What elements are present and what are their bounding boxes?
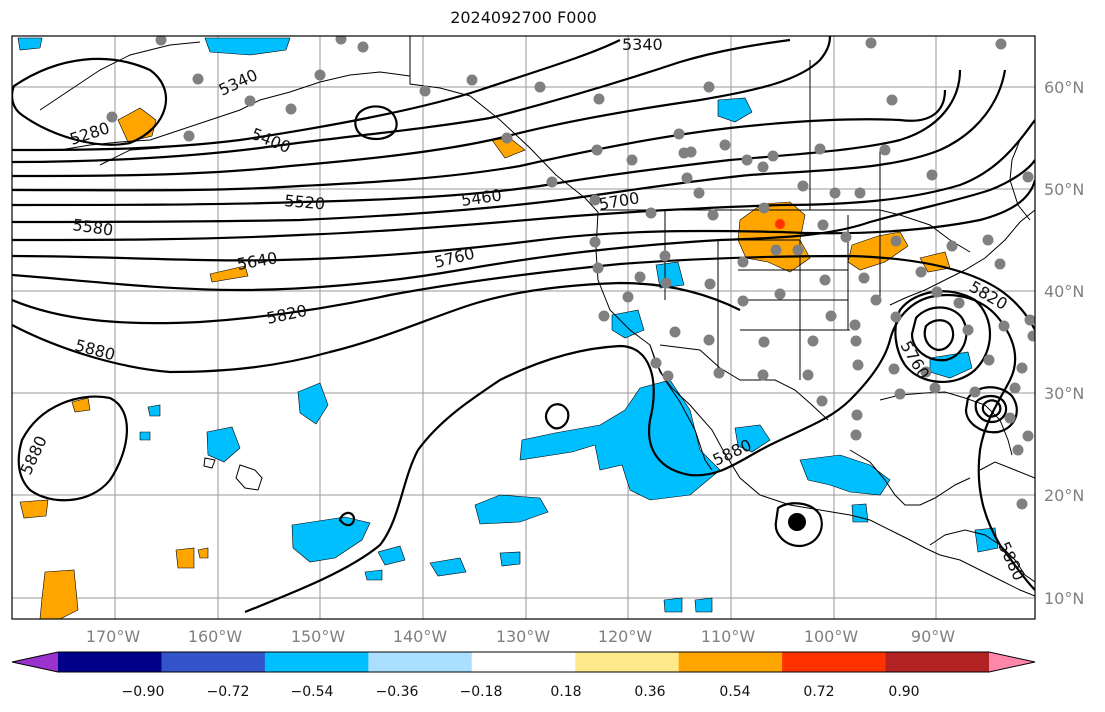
positive-strong-regions	[775, 219, 785, 229]
longitude-labels: 170°W 160°W 150°W 140°W 130°W 120°W 110°…	[86, 627, 955, 646]
colorbar-swatch	[58, 652, 162, 672]
map-frame	[11, 35, 1036, 620]
latitude-labels: 60°N 50°N 40°N 30°N 20°N 10°N	[1044, 78, 1084, 608]
lon-label: 100°W	[804, 627, 859, 646]
contour-label: 5340	[622, 35, 663, 54]
colorbar-tick-labels: −0.90 −0.72 −0.54 −0.36 −0.18 0.18 0.36 …	[122, 684, 920, 700]
colorbar-swatch	[471, 652, 576, 672]
colorbar-swatch	[368, 652, 473, 672]
colorbar-swatch	[12, 652, 58, 672]
positive-regions	[19, 107, 951, 619]
colorbar-swatch	[161, 652, 266, 672]
colorbar-tick-label: 0.36	[634, 684, 665, 700]
gridlines	[12, 36, 1035, 619]
lon-label: 110°W	[701, 627, 756, 646]
colorbar-outline	[11, 651, 1036, 673]
lon-label: 120°W	[598, 627, 653, 646]
map-background	[12, 36, 1035, 619]
colorbar-swatch	[678, 652, 783, 672]
map-title: 2024092700 F000	[450, 8, 597, 27]
lon-label: 90°W	[911, 627, 955, 646]
colorbar-tick-label: 0.18	[550, 684, 581, 700]
colorbar-swatch	[264, 652, 369, 672]
lat-label: 60°N	[1044, 78, 1084, 97]
colorbar-tick-label: 0.90	[888, 684, 919, 700]
colorbar-swatch	[885, 652, 990, 672]
lat-label: 40°N	[1044, 282, 1084, 301]
station-markers	[106, 36, 1035, 510]
height-contours	[12, 36, 1035, 614]
lon-label: 150°W	[291, 627, 346, 646]
colorbar-swatch	[989, 652, 1035, 672]
colorbar-swatch	[575, 652, 680, 672]
lat-label: 50°N	[1044, 180, 1084, 199]
lon-label: 140°W	[393, 627, 448, 646]
colorbar-tick-label: −0.18	[460, 684, 503, 700]
colorbar-tick-label: −0.72	[207, 684, 250, 700]
colorbar	[11, 651, 1036, 673]
colorbar-tick-label: −0.36	[376, 684, 419, 700]
negative-regions	[17, 37, 999, 613]
lon-label: 160°W	[188, 627, 243, 646]
lat-label: 30°N	[1044, 384, 1084, 403]
lon-label: 130°W	[496, 627, 551, 646]
contour-label: 5520	[284, 191, 326, 213]
colorbar-tick-label: −0.90	[122, 684, 165, 700]
colorbar-tick-label: −0.54	[291, 684, 334, 700]
lat-label: 10°N	[1044, 589, 1084, 608]
colorbar-tick-label: 0.72	[803, 684, 834, 700]
lat-label: 20°N	[1044, 486, 1084, 505]
lon-label: 170°W	[86, 627, 141, 646]
colorbar-tick-label: 0.54	[719, 684, 750, 700]
colorbar-swatch	[782, 652, 887, 672]
